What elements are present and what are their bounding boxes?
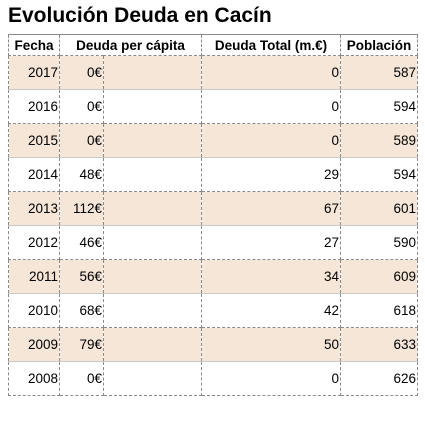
cell-fecha: 2017 xyxy=(8,55,60,90)
cell-deuda-per-capita: 79€ xyxy=(59,327,104,362)
table-row: 2017 0€ 0 587 xyxy=(8,55,419,90)
cell-poblacion: 618 xyxy=(340,293,419,328)
column-header-deuda-total: Deuda Total (m.€) xyxy=(201,34,342,56)
cell-fecha: 2015 xyxy=(8,123,60,158)
table-row: 2010 68€ 42 618 xyxy=(8,293,419,328)
column-header-poblacion: Población xyxy=(340,34,419,56)
cell-fecha: 2010 xyxy=(8,293,60,328)
cell-deuda-per-capita: 48€ xyxy=(59,157,104,192)
cell-poblacion: 609 xyxy=(340,259,419,294)
table-row: 2016 0€ 0 594 xyxy=(8,89,419,124)
cell-deuda-total: 34 xyxy=(201,259,342,294)
table-row: 2011 56€ 34 609 xyxy=(8,259,419,294)
cell-bar-area xyxy=(102,55,203,90)
cell-deuda-per-capita: 0€ xyxy=(59,123,104,158)
table-row: 2015 0€ 0 589 xyxy=(8,123,419,158)
cell-bar-area xyxy=(102,123,203,158)
cell-bar-area xyxy=(102,89,203,124)
cell-deuda-total: 0 xyxy=(201,361,342,396)
cell-poblacion: 594 xyxy=(340,157,419,192)
debt-table: Fecha Deuda per cápita Deuda Total (m.€)… xyxy=(8,34,419,396)
cell-deuda-total: 50 xyxy=(201,327,342,362)
cell-deuda-total: 42 xyxy=(201,293,342,328)
cell-bar-area xyxy=(102,361,203,396)
cell-bar-area xyxy=(102,191,203,226)
cell-poblacion: 587 xyxy=(340,55,419,90)
cell-deuda-per-capita: 0€ xyxy=(59,89,104,124)
cell-deuda-total: 67 xyxy=(201,191,342,226)
cell-deuda-total: 0 xyxy=(201,89,342,124)
cell-poblacion: 633 xyxy=(340,327,419,362)
cell-poblacion: 601 xyxy=(340,191,419,226)
cell-bar-area xyxy=(102,259,203,294)
cell-deuda-per-capita: 56€ xyxy=(59,259,104,294)
cell-deuda-per-capita: 0€ xyxy=(59,361,104,396)
cell-fecha: 2011 xyxy=(8,259,60,294)
table-row: 2012 46€ 27 590 xyxy=(8,225,419,260)
page-title: Evolución Deuda en Cacín xyxy=(8,4,272,27)
cell-deuda-total: 0 xyxy=(201,123,342,158)
table-header-row: Fecha Deuda per cápita Deuda Total (m.€)… xyxy=(8,34,419,56)
cell-deuda-per-capita: 112€ xyxy=(59,191,104,226)
cell-bar-area xyxy=(102,327,203,362)
cell-poblacion: 589 xyxy=(340,123,419,158)
table-row: 2009 79€ 50 633 xyxy=(8,327,419,362)
cell-poblacion: 626 xyxy=(340,361,419,396)
table-row: 2008 0€ 0 626 xyxy=(8,361,419,396)
cell-deuda-total: 0 xyxy=(201,55,342,90)
cell-fecha: 2008 xyxy=(8,361,60,396)
cell-bar-area xyxy=(102,225,203,260)
cell-fecha: 2013 xyxy=(8,191,60,226)
cell-fecha: 2012 xyxy=(8,225,60,260)
cell-deuda-per-capita: 68€ xyxy=(59,293,104,328)
cell-deuda-per-capita: 0€ xyxy=(59,55,104,90)
table-row: 2013 112€ 67 601 xyxy=(8,191,419,226)
cell-poblacion: 590 xyxy=(340,225,419,260)
table-row: 2014 48€ 29 594 xyxy=(8,157,419,192)
cell-bar-area xyxy=(102,157,203,192)
cell-deuda-total: 27 xyxy=(201,225,342,260)
column-header-fecha: Fecha xyxy=(8,34,60,56)
cell-deuda-total: 29 xyxy=(201,157,342,192)
column-header-deuda-per-capita: Deuda per cápita xyxy=(58,34,203,56)
cell-poblacion: 594 xyxy=(340,89,419,124)
cell-deuda-per-capita: 46€ xyxy=(59,225,104,260)
cell-bar-area xyxy=(102,293,203,328)
cell-fecha: 2014 xyxy=(8,157,60,192)
cell-fecha: 2016 xyxy=(8,89,60,124)
cell-fecha: 2009 xyxy=(8,327,60,362)
